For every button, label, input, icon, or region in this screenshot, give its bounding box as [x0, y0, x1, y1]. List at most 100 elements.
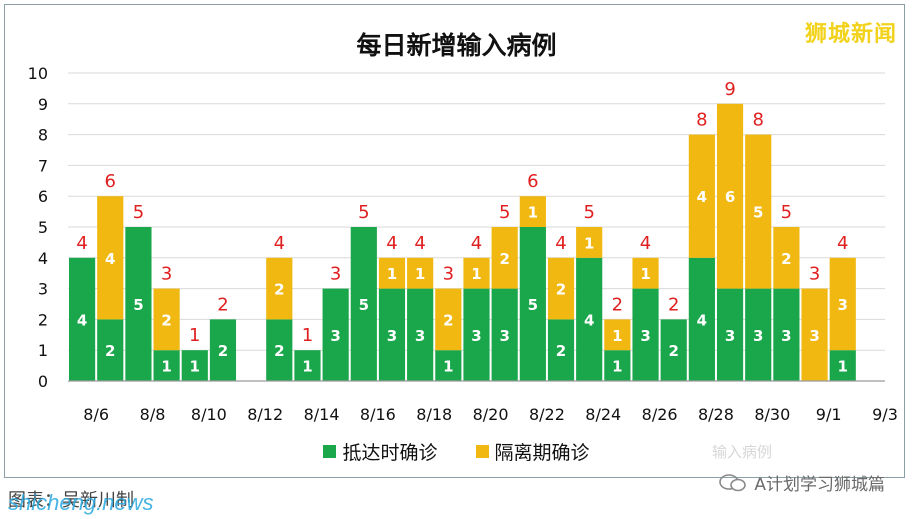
bar-segment-quarantine [266, 257, 293, 320]
x-tick-label: 9/1 [816, 405, 842, 424]
y-tick-label: 1 [38, 341, 48, 360]
segment-value-label: 2 [161, 311, 171, 329]
legend-swatch-quarantine [475, 445, 489, 458]
segment-value-label: 1 [528, 204, 538, 222]
chart-title: 每日新增输入病例 [356, 31, 557, 60]
x-tick-label: 8/14 [304, 405, 340, 424]
bar-segment-arrival [378, 288, 406, 381]
chart-frame [4, 4, 905, 478]
segment-value-label: 5 [133, 296, 143, 314]
caption: 图表：吴新川制 [8, 490, 134, 511]
bar-segment-quarantine [491, 227, 518, 289]
bar-segment-arrival [745, 288, 772, 381]
bar-segment-arrival [407, 288, 434, 381]
total-value-label: 6 [105, 171, 116, 192]
y-tick-label: 5 [38, 218, 48, 237]
x-tick-label: 8/26 [642, 405, 678, 424]
bar-segment-quarantine [773, 227, 800, 289]
segment-value-label: 3 [753, 327, 763, 345]
bar-segment-quarantine [463, 257, 490, 289]
segment-value-label: 4 [105, 250, 115, 268]
x-tick-label: 8/20 [473, 405, 509, 424]
x-tick-label: 8/10 [191, 405, 227, 424]
total-value-label: 3 [330, 264, 341, 285]
total-value-label: 5 [499, 202, 510, 223]
total-value-label: 5 [781, 202, 792, 223]
segment-value-label: 3 [471, 327, 481, 345]
bar-segment-arrival [322, 288, 349, 381]
bar-segment-arrival [632, 288, 659, 381]
legend-item-arrival: 抵达时确诊 [323, 438, 438, 465]
total-value-label: 8 [752, 110, 763, 131]
segment-value-label: 4 [697, 188, 707, 206]
bar-segment-arrival [266, 319, 293, 381]
watermark: 狮城新闻 [804, 22, 897, 47]
bar-segment-quarantine [519, 196, 546, 227]
y-tick-label: 4 [38, 249, 48, 268]
segment-value-label: 3 [330, 327, 340, 345]
bar-segment-arrival [153, 350, 180, 381]
segment-value-label: 5 [359, 296, 369, 314]
segment-value-label: 3 [387, 327, 397, 345]
segment-value-label: 4 [584, 311, 594, 329]
bar-segment-quarantine [829, 257, 856, 351]
segment-value-label: 1 [443, 358, 453, 376]
x-tick-label: 8/24 [585, 405, 621, 424]
wechat-icon [719, 473, 747, 491]
segment-value-label: 1 [161, 358, 171, 376]
bar-segment-arrival [604, 350, 631, 381]
bar-segment-arrival [181, 350, 208, 381]
total-value-label: 5 [583, 202, 594, 223]
bar-segment-arrival [463, 288, 490, 381]
bar-segment-quarantine [801, 288, 828, 381]
bar-segment-quarantine [378, 257, 406, 289]
bar-segment-arrival [716, 288, 744, 381]
segment-value-label: 2 [781, 250, 791, 268]
bar-segment-arrival [547, 319, 575, 381]
bar-segment-arrival [294, 350, 321, 381]
x-tick-label: 8/12 [247, 405, 283, 424]
x-tick-label: 8/28 [698, 405, 734, 424]
bar-segment-arrival [519, 227, 546, 381]
y-axis: 0 1 2 3 4 5 6 7 8 9 10 [28, 64, 48, 391]
total-value-label: 1 [189, 325, 200, 346]
bar-segment-arrival [576, 257, 603, 381]
bar-segment-arrival [688, 257, 715, 381]
bar-segment-quarantine [632, 257, 659, 289]
segment-value-label: 4 [697, 311, 707, 329]
total-value-label: 4 [640, 233, 651, 254]
segment-value-label: 3 [640, 327, 650, 345]
total-value-label: 4 [555, 233, 566, 254]
social-account[interactable]: A计划学习狮城篇 [718, 470, 885, 495]
total-value-label: 3 [443, 264, 454, 285]
bar-segment-arrival [773, 288, 800, 381]
segment-value-label: 1 [612, 358, 622, 376]
bar-segment-quarantine [153, 288, 180, 351]
y-tick-label: 0 [38, 372, 48, 391]
total-value-label: 5 [133, 202, 144, 223]
segment-value-label: 2 [556, 281, 566, 299]
segment-value-label: 1 [302, 358, 312, 376]
bar-segment-quarantine [547, 257, 575, 320]
segment-value-label: 3 [415, 327, 425, 345]
segment-value-label: 3 [809, 327, 819, 345]
segment-value-label: 5 [753, 204, 763, 222]
total-value-label: 8 [696, 110, 707, 131]
y-tick-label: 6 [38, 187, 48, 206]
y-tick-label: 9 [38, 95, 48, 114]
bar-segment-arrival [660, 319, 687, 381]
segment-value-label: 3 [499, 327, 509, 345]
bar-segment-quarantine [716, 103, 744, 289]
segment-value-label: 2 [443, 311, 453, 329]
segment-value-label: 1 [387, 265, 397, 283]
bar-segment-arrival [435, 350, 462, 381]
bar-segment-quarantine [745, 134, 772, 289]
legend-swatch-arrival [323, 445, 337, 458]
bar-segment-quarantine [407, 257, 434, 289]
x-tick-label: 8/18 [416, 405, 452, 424]
total-value-label: 4 [274, 233, 285, 254]
brand-watermark: shicheng.news [8, 490, 154, 515]
segment-value-label: 1 [838, 358, 848, 376]
segment-value-label: 1 [190, 358, 200, 376]
